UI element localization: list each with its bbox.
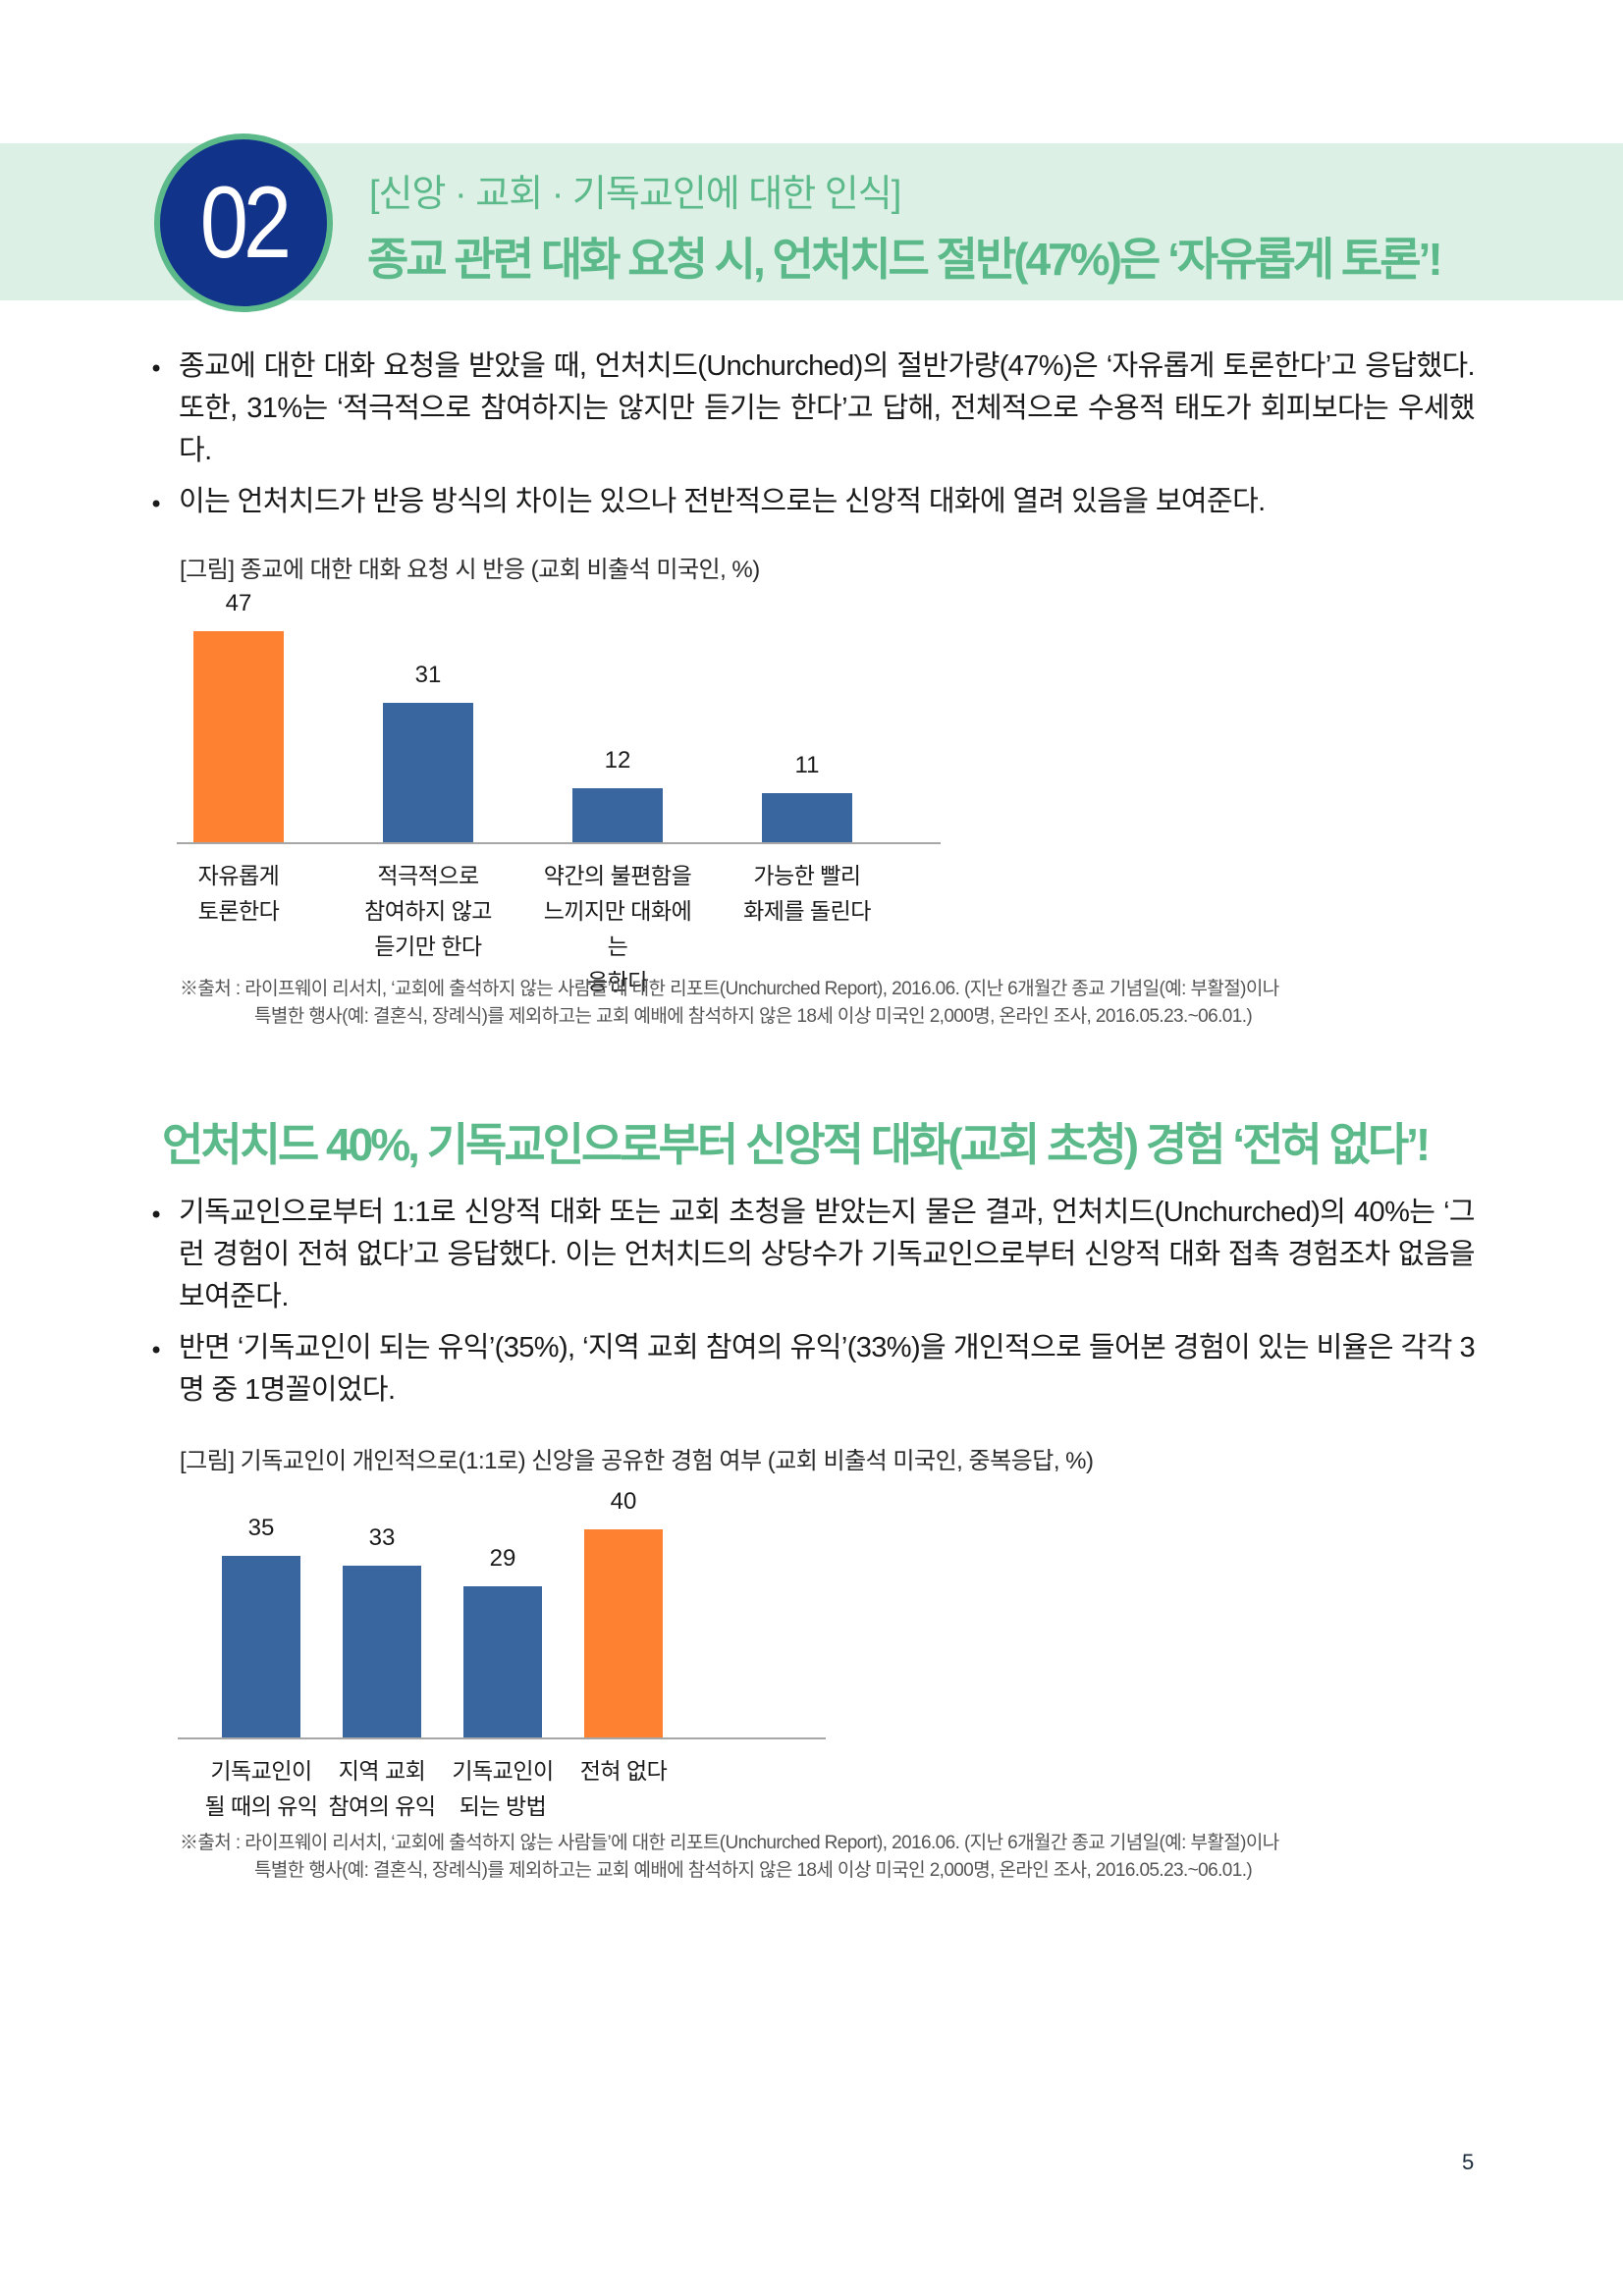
bar-value-label: 33 bbox=[368, 1524, 396, 1552]
figure-caption-2: [그림] 기독교인이 개인적으로(1:1로) 신앙을 공유한 경험 여부 (교회… bbox=[180, 1448, 1094, 1474]
bar bbox=[222, 1555, 300, 1737]
bar bbox=[463, 1586, 542, 1737]
bullet-icon: • bbox=[149, 355, 164, 383]
source-line: 특별한 행사(예: 결혼식, 장례식)를 제외하고는 교회 예배에 참석하지 않… bbox=[254, 1006, 1253, 1027]
bar bbox=[584, 1529, 663, 1737]
bar-value-label: 35 bbox=[247, 1514, 275, 1541]
source-note-1: ※출처 : 라이프웨이 리서치, ‘교회에 출석하지 않는 사람들’에 대한 리… bbox=[180, 976, 1279, 1031]
category-label: 가능한 빨리 화제를 돌린다 bbox=[743, 863, 871, 924]
page-number: 5 bbox=[1462, 2150, 1475, 2174]
category-label: 기독교인이 되는 방법 bbox=[452, 1758, 554, 1819]
bar bbox=[383, 703, 473, 842]
source-line: ※출처 : 라이프웨이 리서치, ‘교회에 출석하지 않는 사람들’에 대한 리… bbox=[180, 979, 1279, 999]
bullet-icon: • bbox=[149, 1201, 164, 1229]
bar bbox=[572, 788, 663, 842]
paragraph-3: 기독교인으로부터 1:1로 신앙적 대화 또는 교회 초청을 받았는지 물은 결… bbox=[179, 1197, 1476, 1312]
bar-value-label: 47 bbox=[225, 590, 252, 617]
bar-value-label: 29 bbox=[489, 1545, 516, 1573]
category-label: 적극적으로 참여하지 않고 듣기만 한다 bbox=[364, 863, 492, 959]
category-label: 약간의 불편함을 느끼지만 대화에는 응한다 bbox=[543, 863, 692, 994]
source-line: 특별한 행사(예: 결혼식, 장례식)를 제외하고는 교회 예배에 참석하지 않… bbox=[254, 1860, 1253, 1881]
category-label: 기독교인이 될 때의 유익 bbox=[204, 1758, 318, 1819]
section-2-title: 언처치드 40%, 기독교인으로부터 신앙적 대화(교회 초청) 경험 ‘전혀 … bbox=[162, 1119, 1431, 1170]
bar-value-label: 11 bbox=[794, 751, 820, 778]
figure-caption-1: [그림] 종교에 대한 대화 요청 시 반응 (교회 비출석 미국인, %) bbox=[180, 557, 760, 583]
bar bbox=[762, 792, 852, 842]
bar bbox=[343, 1566, 421, 1737]
category-label: 자유롭게 토론한다 bbox=[197, 863, 280, 924]
bullet-icon: • bbox=[149, 1337, 164, 1364]
paragraph-4: 반면 ‘기독교인이 되는 유익’(35%), ‘지역 교회 참여의 유익’(33… bbox=[179, 1332, 1476, 1406]
source-note-2: ※출처 : 라이프웨이 리서치, ‘교회에 출석하지 않는 사람들’에 대한 리… bbox=[180, 1830, 1279, 1885]
category-label: 전혀 없다 bbox=[579, 1758, 668, 1784]
x-axis-line bbox=[177, 842, 941, 844]
section-kicker: [신앙 · 교회 · 기독교인에 대한 인식] bbox=[369, 174, 901, 215]
section-headline: 종교 관련 대화 요청 시, 언처치드 절반(47%)은 ‘자유롭게 토론’! bbox=[367, 234, 1443, 285]
bar-value-label: 12 bbox=[604, 747, 631, 774]
bar-value-label: 31 bbox=[414, 662, 442, 689]
paragraph-2: 이는 언처치드가 반응 방식의 차이는 있으나 전반적으로는 신앙적 대화에 열… bbox=[179, 486, 1266, 517]
x-axis-line bbox=[178, 1737, 826, 1739]
source-line: ※출처 : 라이프웨이 리서치, ‘교회에 출석하지 않는 사람들’에 대한 리… bbox=[180, 1833, 1279, 1853]
bar-value-label: 40 bbox=[610, 1488, 637, 1515]
section-number: 02 bbox=[199, 166, 292, 280]
paragraph-1: 종교에 대한 대화 요청을 받았을 때, 언처치드(Unchurched)의 절… bbox=[179, 350, 1476, 466]
bar bbox=[193, 631, 284, 842]
section-number-badge: 02 bbox=[154, 133, 333, 312]
bullet-icon: • bbox=[149, 491, 164, 518]
category-label: 지역 교회 참여의 유익 bbox=[328, 1758, 436, 1819]
